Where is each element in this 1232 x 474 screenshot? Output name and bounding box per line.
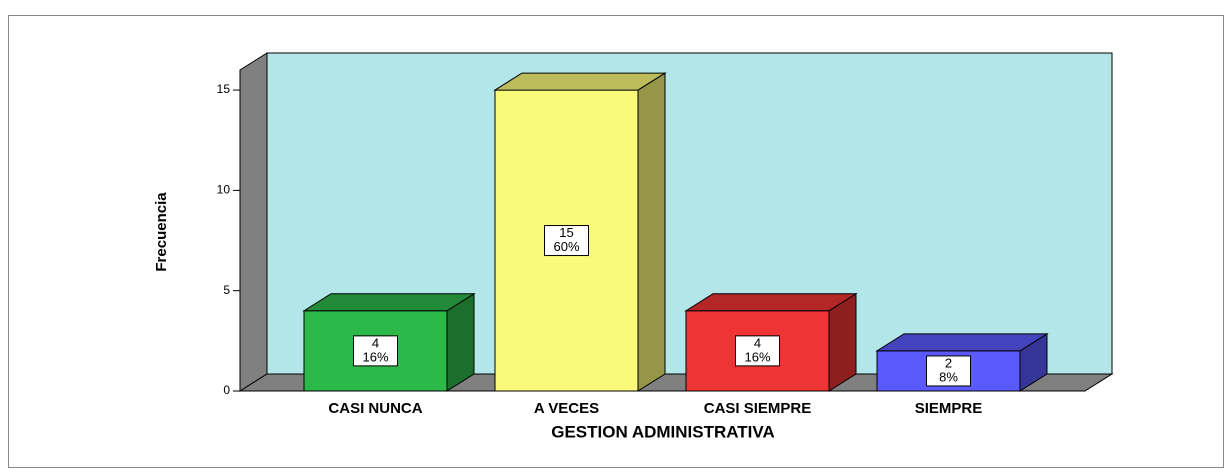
y-tick-label: 10	[217, 183, 231, 197]
bar-top	[302, 293, 476, 312]
data-label: 16%	[744, 349, 770, 364]
data-label-box	[353, 335, 398, 367]
bar	[302, 292, 476, 392]
data-label: 4	[372, 335, 379, 350]
x-axis-title: GESTION ADMINISTRATIVA	[551, 422, 775, 441]
data-label: 60%	[553, 239, 579, 254]
y-axis-title: Frecuencia	[153, 192, 170, 272]
data-label-box	[544, 225, 589, 257]
data-label: 2	[945, 355, 952, 370]
bar-top	[684, 293, 858, 312]
bar-top	[875, 333, 1049, 352]
x-tick-label: CASI NUNCA	[328, 400, 422, 417]
x-tick-label: A VECES	[534, 400, 599, 417]
x-tick-label: CASI SIEMPRE	[704, 400, 812, 417]
side-wall	[239, 52, 268, 392]
data-label: 15	[559, 225, 573, 240]
y-tick-label: 0	[223, 383, 230, 397]
y-tick-label: 5	[223, 283, 230, 297]
x-tick-label: SIEMPRE	[915, 400, 983, 417]
data-label: 8%	[939, 369, 958, 384]
data-label-box	[735, 335, 780, 367]
y-tick-label: 15	[217, 82, 231, 96]
bar-top	[493, 72, 667, 91]
data-label: 4	[754, 335, 761, 350]
bar	[493, 72, 667, 392]
bar-side	[637, 72, 666, 392]
data-label-box	[926, 355, 971, 387]
data-label: 16%	[362, 349, 388, 364]
